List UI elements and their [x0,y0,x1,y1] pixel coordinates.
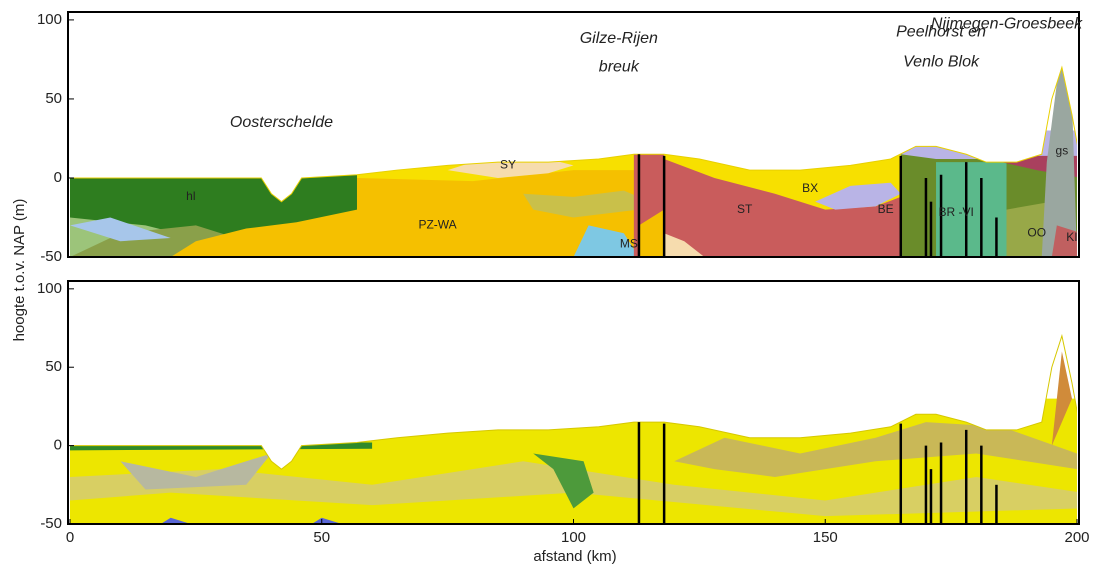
unit-label: ST [737,202,753,216]
y-tick-label: -50 [40,515,62,532]
annotation: Peelhorst en Venlo Blok [896,24,986,71]
geo-layer [664,233,705,257]
geo-layer [1051,351,1072,446]
geo-layer [573,225,639,257]
geo-layer [70,217,171,242]
geo-layer [523,190,639,218]
geo-layer [170,209,357,257]
plot-area [70,65,1077,257]
y-tick-label: 50 [45,90,62,107]
geo-layer [160,517,191,524]
geo-layer [1006,201,1052,257]
x-tick-label: 0 [66,529,74,546]
unit-label: BR -VI [938,205,973,219]
x-tick-label: 200 [1064,529,1089,546]
annotation: Gilze-Rijen breuk [580,30,658,75]
x-tick-label: 150 [813,529,838,546]
surface [70,65,1077,203]
x-tick-label: 50 [313,529,330,546]
plot-area [70,333,1077,524]
unit-label: OO [1027,225,1046,239]
geo-layer [533,453,594,509]
geo-layer [638,209,665,257]
unit-label: MS [620,237,638,251]
unit-label: hl [186,189,195,203]
y-axis-label: hoogte t.o.v. NAP (m) [11,199,28,342]
unit-label: SY [500,157,516,171]
geo-layer [1041,67,1077,257]
y-tick-label: -50 [40,248,62,265]
annotation: stuwwalNijmegen-Groesbeek [931,0,1083,33]
unit-label: BX [802,181,818,195]
geo-layer [936,162,1007,257]
geo-layer [633,149,901,257]
unit-label: PZ-WA [418,218,456,232]
y-tick-label: 100 [37,280,62,297]
geo-layer [674,422,1077,477]
unit-label: gs [1056,143,1069,157]
geo-layer [1051,225,1077,257]
plot-frame [67,11,1080,258]
y-tick-label: 0 [54,169,62,186]
geology [70,67,1077,257]
geo-layer [311,517,342,524]
geo-layer [815,182,901,210]
y-tick-label: 0 [54,437,62,454]
y-tick-label: 50 [45,358,62,375]
annotation: Oosterschelde [230,114,333,131]
y-tick-label: 100 [37,11,62,28]
x-axis-label: afstand (km) [533,548,616,565]
unit-label: KI [1066,230,1077,244]
geo-layer [120,453,272,490]
unit-label: BE [878,202,894,216]
x-tick-label: 100 [561,529,586,546]
surface [70,333,1077,470]
